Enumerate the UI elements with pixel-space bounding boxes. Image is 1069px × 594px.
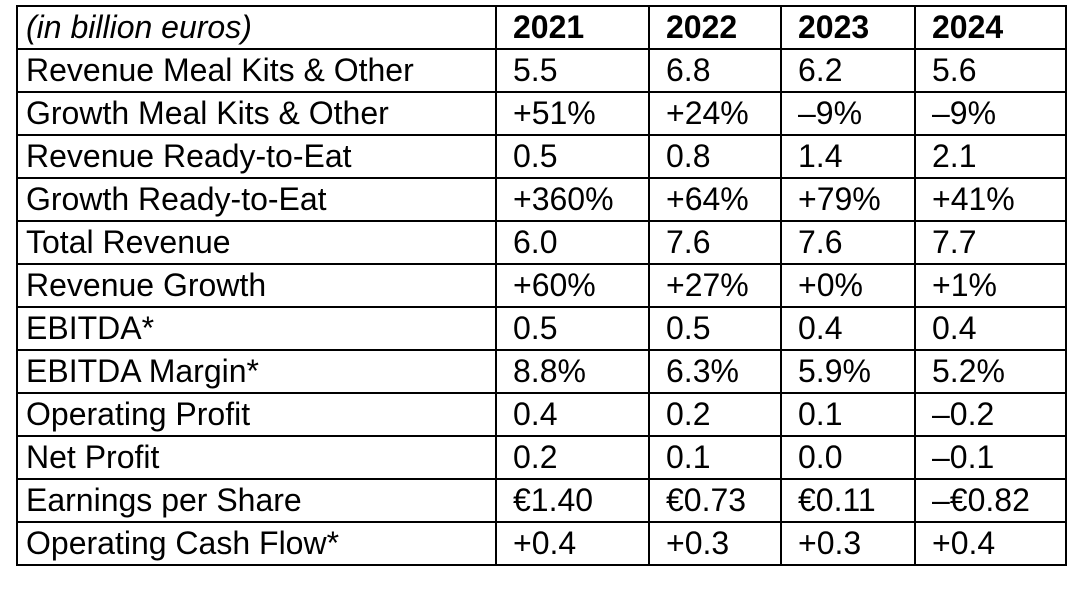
year-header: 2022 <box>648 5 782 50</box>
row-value: 0.0 <box>780 435 916 480</box>
table-row: Earnings per Share €1.40 €0.73 €0.11 –€0.82 <box>16 478 1067 523</box>
row-value: +0.3 <box>648 521 782 566</box>
row-value: –9% <box>780 91 916 136</box>
row-value: 0.2 <box>495 435 650 480</box>
row-value: 5.2% <box>914 349 1067 394</box>
row-value: 8.8% <box>495 349 650 394</box>
table-row: Operating Cash Flow* +0.4 +0.3 +0.3 +0.4 <box>16 521 1067 566</box>
row-value: +27% <box>648 263 782 308</box>
row-label: Growth Ready-to-Eat <box>16 177 497 222</box>
row-value: +41% <box>914 177 1067 222</box>
row-value: –0.1 <box>914 435 1067 480</box>
row-value: 0.5 <box>495 134 650 179</box>
row-label: Revenue Ready-to-Eat <box>16 134 497 179</box>
row-value: 0.5 <box>648 306 782 351</box>
row-value: –0.2 <box>914 392 1067 437</box>
row-value: +0% <box>780 263 916 308</box>
row-value: €0.11 <box>780 478 916 523</box>
row-label: Earnings per Share <box>16 478 497 523</box>
header-row: (in billion euros) 2021 2022 2023 2024 <box>16 5 1067 50</box>
row-value: 5.9% <box>780 349 916 394</box>
row-value: +79% <box>780 177 916 222</box>
row-value: 0.4 <box>914 306 1067 351</box>
table-row: Growth Ready-to-Eat +360% +64% +79% +41% <box>16 177 1067 222</box>
table-body: Revenue Meal Kits & Other 5.5 6.8 6.2 5.6 Gro… <box>16 48 1067 566</box>
table-row: Total Revenue 6.0 7.6 7.6 7.7 <box>16 220 1067 265</box>
row-value: 2.1 <box>914 134 1067 179</box>
row-label: Total Revenue <box>16 220 497 265</box>
row-label: Revenue Growth <box>16 263 497 308</box>
row-value: €1.40 <box>495 478 650 523</box>
row-value: +64% <box>648 177 782 222</box>
row-value: +60% <box>495 263 650 308</box>
year-header: 2021 <box>495 5 650 50</box>
table-row: EBITDA* 0.5 0.5 0.4 0.4 <box>16 306 1067 351</box>
row-value: 6.0 <box>495 220 650 265</box>
row-value: 6.2 <box>780 48 916 93</box>
row-value: 0.1 <box>648 435 782 480</box>
row-label: Growth Meal Kits & Other <box>16 91 497 136</box>
row-value: 7.6 <box>780 220 916 265</box>
row-label: EBITDA Margin* <box>16 349 497 394</box>
row-value: 0.4 <box>780 306 916 351</box>
row-value: 5.6 <box>914 48 1067 93</box>
row-value: +1% <box>914 263 1067 308</box>
row-value: 0.2 <box>648 392 782 437</box>
financial-table: (in billion euros) 2021 2022 2023 2024 R… <box>16 5 1067 566</box>
row-value: 0.5 <box>495 306 650 351</box>
row-value: 7.7 <box>914 220 1067 265</box>
row-value: +0.3 <box>780 521 916 566</box>
row-value: +360% <box>495 177 650 222</box>
table-row: EBITDA Margin* 8.8% 6.3% 5.9% 5.2% <box>16 349 1067 394</box>
table-row: Growth Meal Kits & Other +51% +24% –9% –9% <box>16 91 1067 136</box>
row-label: Operating Profit <box>16 392 497 437</box>
row-value: –€0.82 <box>914 478 1067 523</box>
row-value: –9% <box>914 91 1067 136</box>
row-value: 0.4 <box>495 392 650 437</box>
year-header: 2024 <box>914 5 1067 50</box>
row-value: 6.8 <box>648 48 782 93</box>
row-value: 1.4 <box>780 134 916 179</box>
row-value: 0.1 <box>780 392 916 437</box>
row-value: +0.4 <box>495 521 650 566</box>
table-row: Operating Profit 0.4 0.2 0.1 –0.2 <box>16 392 1067 437</box>
unit-label: (in billion euros) <box>16 5 497 50</box>
table-row: Revenue Ready-to-Eat 0.5 0.8 1.4 2.1 <box>16 134 1067 179</box>
row-value: €0.73 <box>648 478 782 523</box>
row-value: +24% <box>648 91 782 136</box>
row-value: 6.3% <box>648 349 782 394</box>
row-label: Revenue Meal Kits & Other <box>16 48 497 93</box>
row-value: 0.8 <box>648 134 782 179</box>
row-value: +0.4 <box>914 521 1067 566</box>
row-label: Operating Cash Flow* <box>16 521 497 566</box>
row-value: 7.6 <box>648 220 782 265</box>
row-label: EBITDA* <box>16 306 497 351</box>
row-value: 5.5 <box>495 48 650 93</box>
table-row: Net Profit 0.2 0.1 0.0 –0.1 <box>16 435 1067 480</box>
table-row: Revenue Growth +60% +27% +0% +1% <box>16 263 1067 308</box>
table-row: Revenue Meal Kits & Other 5.5 6.8 6.2 5.6 <box>16 48 1067 93</box>
row-value: +51% <box>495 91 650 136</box>
year-header: 2023 <box>780 5 916 50</box>
row-label: Net Profit <box>16 435 497 480</box>
